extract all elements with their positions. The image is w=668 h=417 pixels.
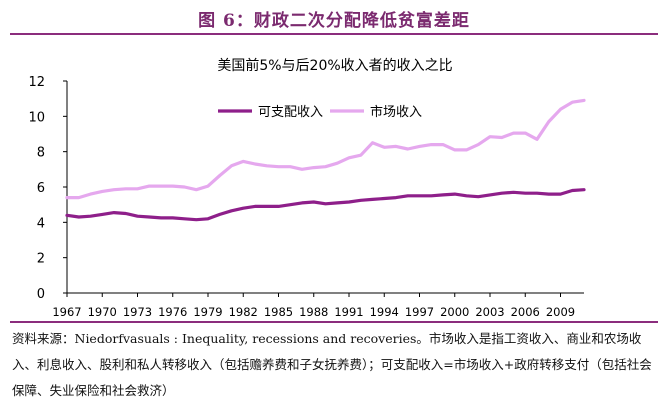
axes: 0 2 4 6 8 10 12 1967 1970 1973 1976 1979 1982 1985 198… xyxy=(28,75,584,319)
y-tick-label: 2 xyxy=(37,252,45,267)
y-tick-label: 0 xyxy=(37,287,45,302)
figure-title: 图 6：财政二次分配降低贫富差距 xyxy=(198,11,470,31)
bottom-rule xyxy=(10,321,658,323)
x-tick-label: 1997 xyxy=(405,305,434,319)
legend-label: 市场收入 xyxy=(370,104,422,120)
y-tick-label: 10 xyxy=(28,110,45,125)
x-tick-label: 2009 xyxy=(546,305,575,319)
x-tick-label: 1976 xyxy=(158,305,187,319)
series-line-disposable-income xyxy=(65,188,586,222)
line-chart: 美国前5%与后20%收入者的收入之比 0 2 4 6 8 10 12 1967 1970 1973… xyxy=(28,57,586,319)
source-note: 资料来源：Niedorfvasuals : Inequality, recess… xyxy=(12,331,652,398)
x-tick-label: 1982 xyxy=(229,305,258,319)
legend: 可支配收入 市场收入 xyxy=(218,104,422,120)
legend-label: 可支配收入 xyxy=(258,105,323,120)
x-tick-label: 2000 xyxy=(440,305,469,319)
x-tick-label: 1967 xyxy=(52,305,81,319)
x-tick-label: 1988 xyxy=(299,305,328,319)
x-tick-label: 1973 xyxy=(123,305,152,319)
x-tick-label: 2006 xyxy=(511,305,540,319)
x-tick-label: 1970 xyxy=(88,305,117,319)
figure-header: 图 6：财政二次分配降低贫富差距 xyxy=(0,0,668,36)
y-tick-label: 12 xyxy=(28,75,45,90)
x-tick-label: 1979 xyxy=(193,305,222,319)
top-rule xyxy=(10,33,658,35)
series-layer xyxy=(65,98,586,222)
y-tick-label: 8 xyxy=(37,146,45,161)
chart-title: 美国前5%与后20%收入者的收入之比 xyxy=(217,57,452,74)
y-tick-label: 6 xyxy=(37,181,45,196)
x-tick-label: 1991 xyxy=(334,305,363,319)
x-tick-label: 1994 xyxy=(370,305,399,319)
series-line-market-income xyxy=(65,98,586,200)
x-tick-label: 2003 xyxy=(475,305,504,319)
x-tick-label: 1985 xyxy=(264,305,293,319)
y-tick-label: 4 xyxy=(37,216,45,231)
